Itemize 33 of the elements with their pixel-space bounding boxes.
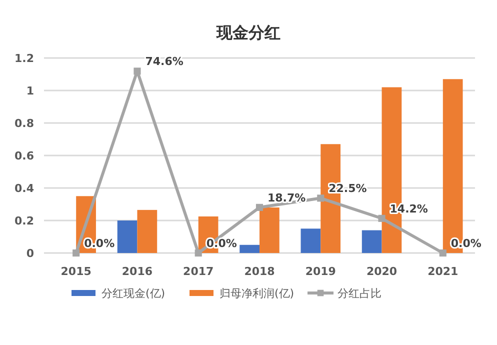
- x-tick-label: 2018: [244, 265, 275, 278]
- y-tick-label: 1.2: [14, 52, 34, 65]
- point: [378, 214, 386, 222]
- point: [256, 204, 264, 211]
- bar: [260, 208, 280, 253]
- x-tick-label: 2016: [122, 265, 153, 278]
- point: [134, 68, 141, 75]
- y-tick-label: 0: [26, 247, 34, 260]
- data-label: 74.6%: [145, 55, 184, 68]
- y-tick-label: 0.6: [14, 150, 34, 162]
- bar: [300, 228, 321, 253]
- bar: [137, 210, 158, 253]
- legend-label: 分红占比: [338, 287, 382, 300]
- bar: [240, 244, 260, 253]
- x-tick-label: 2020: [366, 265, 398, 278]
- point: [317, 194, 324, 202]
- x-tick-label: 2017: [183, 265, 214, 278]
- y-tick-label: 1: [26, 84, 34, 98]
- y-tick-label: 0.8: [14, 117, 34, 130]
- x-tick-label: 2019: [305, 265, 336, 278]
- point: [194, 249, 202, 257]
- y-tick-label: 0.2: [14, 214, 34, 228]
- data-label: 18.7%: [268, 191, 306, 204]
- legend-label: 分红现金(亿): [102, 287, 166, 300]
- chart-title: 现金分红: [216, 23, 280, 42]
- y-tick-label: 0.4: [14, 182, 34, 195]
- x-tick-label: 2021: [428, 265, 458, 278]
- bar: [362, 230, 382, 253]
- legend-label: 归母净利润(亿): [220, 287, 294, 300]
- point: [439, 249, 446, 257]
- x-tick-label: 2015: [60, 265, 92, 278]
- bar: [117, 220, 138, 253]
- point: [72, 249, 80, 257]
